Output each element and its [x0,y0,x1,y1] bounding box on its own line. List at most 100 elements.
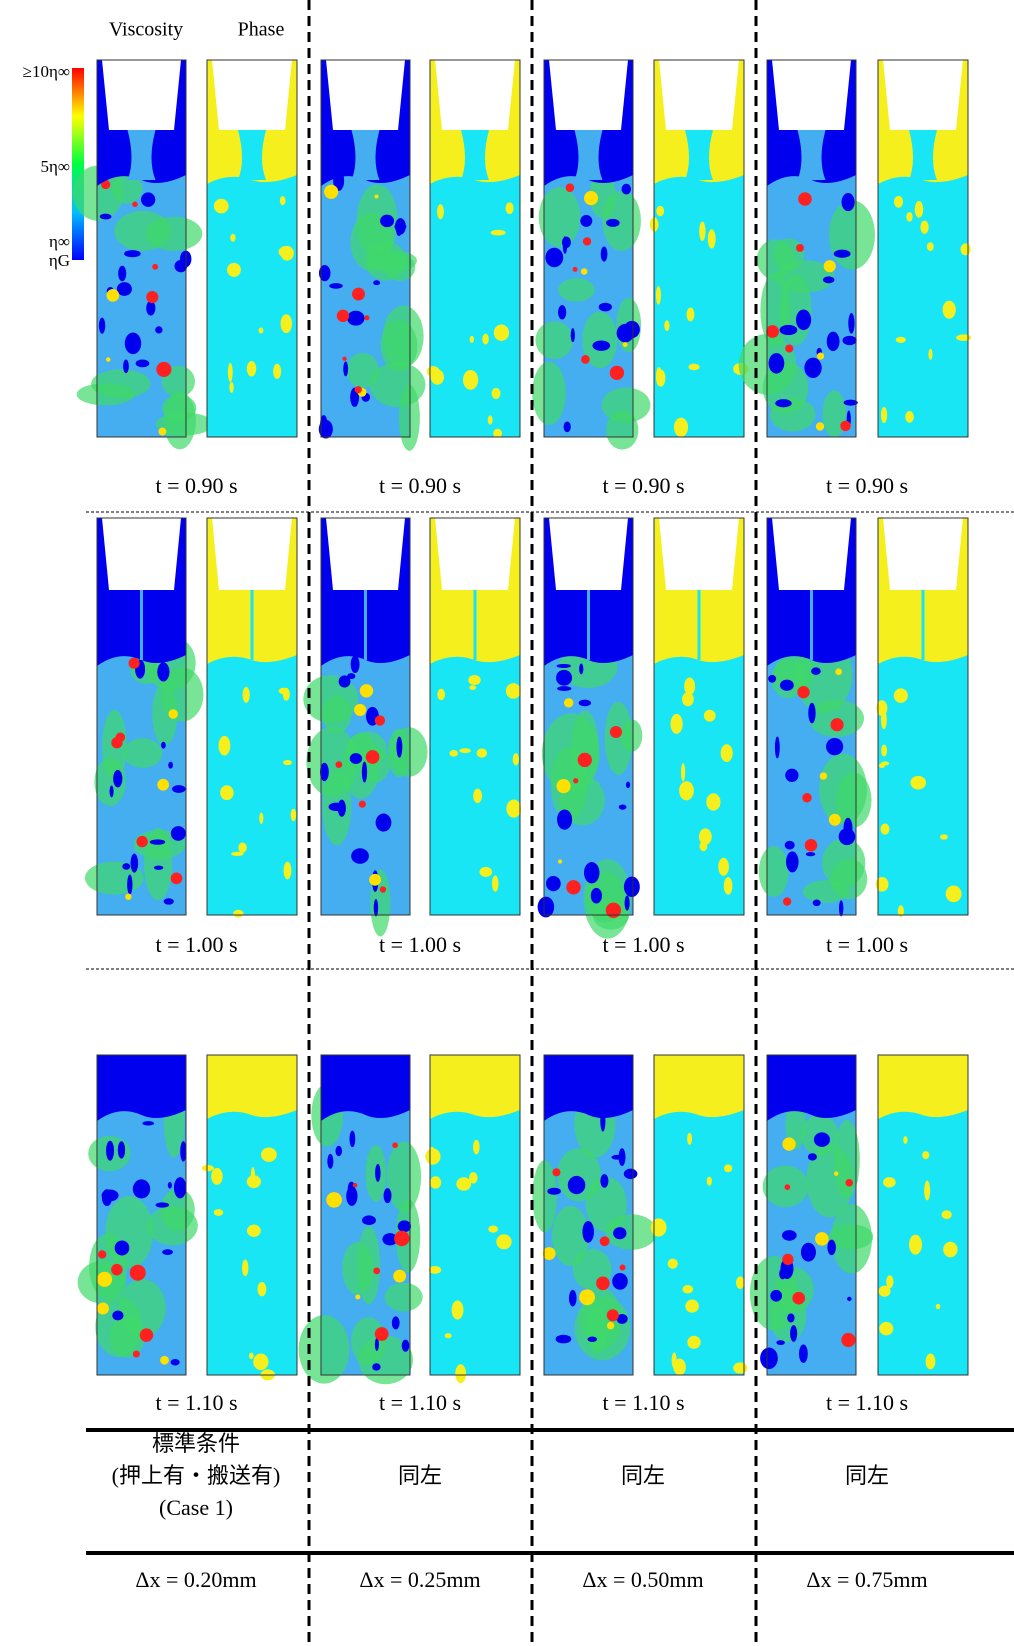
gas-blob [430,1176,441,1188]
viscosity-patch [774,655,815,690]
gas-blob [656,286,661,305]
gas-blob [545,248,563,267]
gas-region [321,1055,410,1121]
time-label: t = 1.10 s [602,1390,684,1415]
gas-blob [808,703,815,724]
gas-blob [770,1290,782,1302]
gas-blob [155,1202,169,1207]
viscosity-panel [78,1055,198,1375]
gas-blob [492,388,501,399]
gas-blob [513,753,519,765]
gas-blob [611,1155,623,1160]
gas-blob [910,776,926,790]
high-viscosity-spot [816,422,824,430]
gas-blob [708,229,716,248]
gas-blob [131,854,139,873]
gas-blob [174,1177,186,1198]
high-viscosity-spot [543,1247,556,1260]
liquid-column [587,590,590,660]
gas-blob [233,910,243,918]
phase-panel [202,1055,297,1380]
phase-panel [425,1055,520,1383]
high-viscosity-spot [583,237,591,245]
nozzle [772,518,851,590]
high-viscosity-spot [784,1184,790,1190]
gas-region [430,1055,520,1119]
gas-blob [291,809,297,822]
gas-blob [591,888,602,904]
gas-blob [601,247,608,262]
gas-blob [479,867,492,877]
gas-blob [125,333,141,355]
gas-blob [883,1177,896,1187]
high-viscosity-spot [798,192,812,206]
liquid-column [140,590,143,660]
gas-blob [468,675,481,685]
gas-blob [681,763,685,781]
time-label: t = 1.00 s [826,932,908,957]
gas-blob [724,877,733,895]
nozzle [772,60,851,130]
gas-blob [157,662,169,681]
gas-blob [473,789,482,803]
gas-blob [154,866,163,870]
gas-blob [141,192,155,207]
liquid-column [922,590,925,660]
high-viscosity-spot [129,658,140,669]
viscosity-patch [123,738,162,768]
gas-blob [171,1359,180,1365]
colorbar-label: η∞ [49,232,70,251]
nozzle [102,60,181,130]
gas-region [97,1055,186,1121]
gas-blob [257,1282,266,1296]
high-viscosity-spot [116,732,126,742]
resolution-text: Δx = 0.75mm [806,1567,927,1592]
gas-blob [811,667,821,674]
time-label: t = 0.90 s [602,473,684,498]
gas-blob [110,786,114,798]
gas-blob [351,655,360,673]
high-viscosity-spot [573,778,578,783]
gas-blob [564,421,571,432]
gas-blob [396,736,402,757]
gas-blob [113,770,122,788]
viscosity-patch [299,1315,350,1384]
gas-blob [592,340,610,350]
viscosity-panel [299,1055,423,1384]
colorbar [72,68,84,260]
high-viscosity-spot [132,202,137,207]
gas-blob [801,1243,816,1262]
gas-blob [894,688,908,703]
gas-blob [799,1344,808,1363]
high-viscosity-spot [393,1270,406,1283]
liquid-column [810,590,813,660]
high-viscosity-spot [392,1142,398,1148]
gas-blob [842,336,856,345]
high-viscosity-spot [783,897,791,905]
gas-blob [452,1300,464,1319]
nozzle [326,60,405,130]
gas-blob [927,242,934,251]
gas-blob [102,1189,119,1201]
gas-blob [905,411,914,423]
gas-blob [122,863,130,870]
gas-blob [380,215,394,227]
gas-blob [211,1168,223,1185]
high-viscosity-spot [606,903,621,918]
gas-blob [651,1218,667,1236]
gas-blob [402,1340,410,1352]
gas-region [767,1055,856,1121]
liquid-column [909,130,937,180]
gas-blob [118,1141,125,1158]
gas-blob [569,1290,577,1307]
gas-blob [879,1322,893,1335]
gas-blob [202,1165,214,1171]
gas-blob [362,762,367,783]
gas-blob [580,215,592,227]
viscosity-patch [144,828,172,900]
gas-blob [946,886,962,903]
high-viscosity-spot [366,750,380,764]
gas-region [654,1055,744,1119]
high-viscosity-spot [824,260,836,272]
gas-blob [823,276,834,283]
